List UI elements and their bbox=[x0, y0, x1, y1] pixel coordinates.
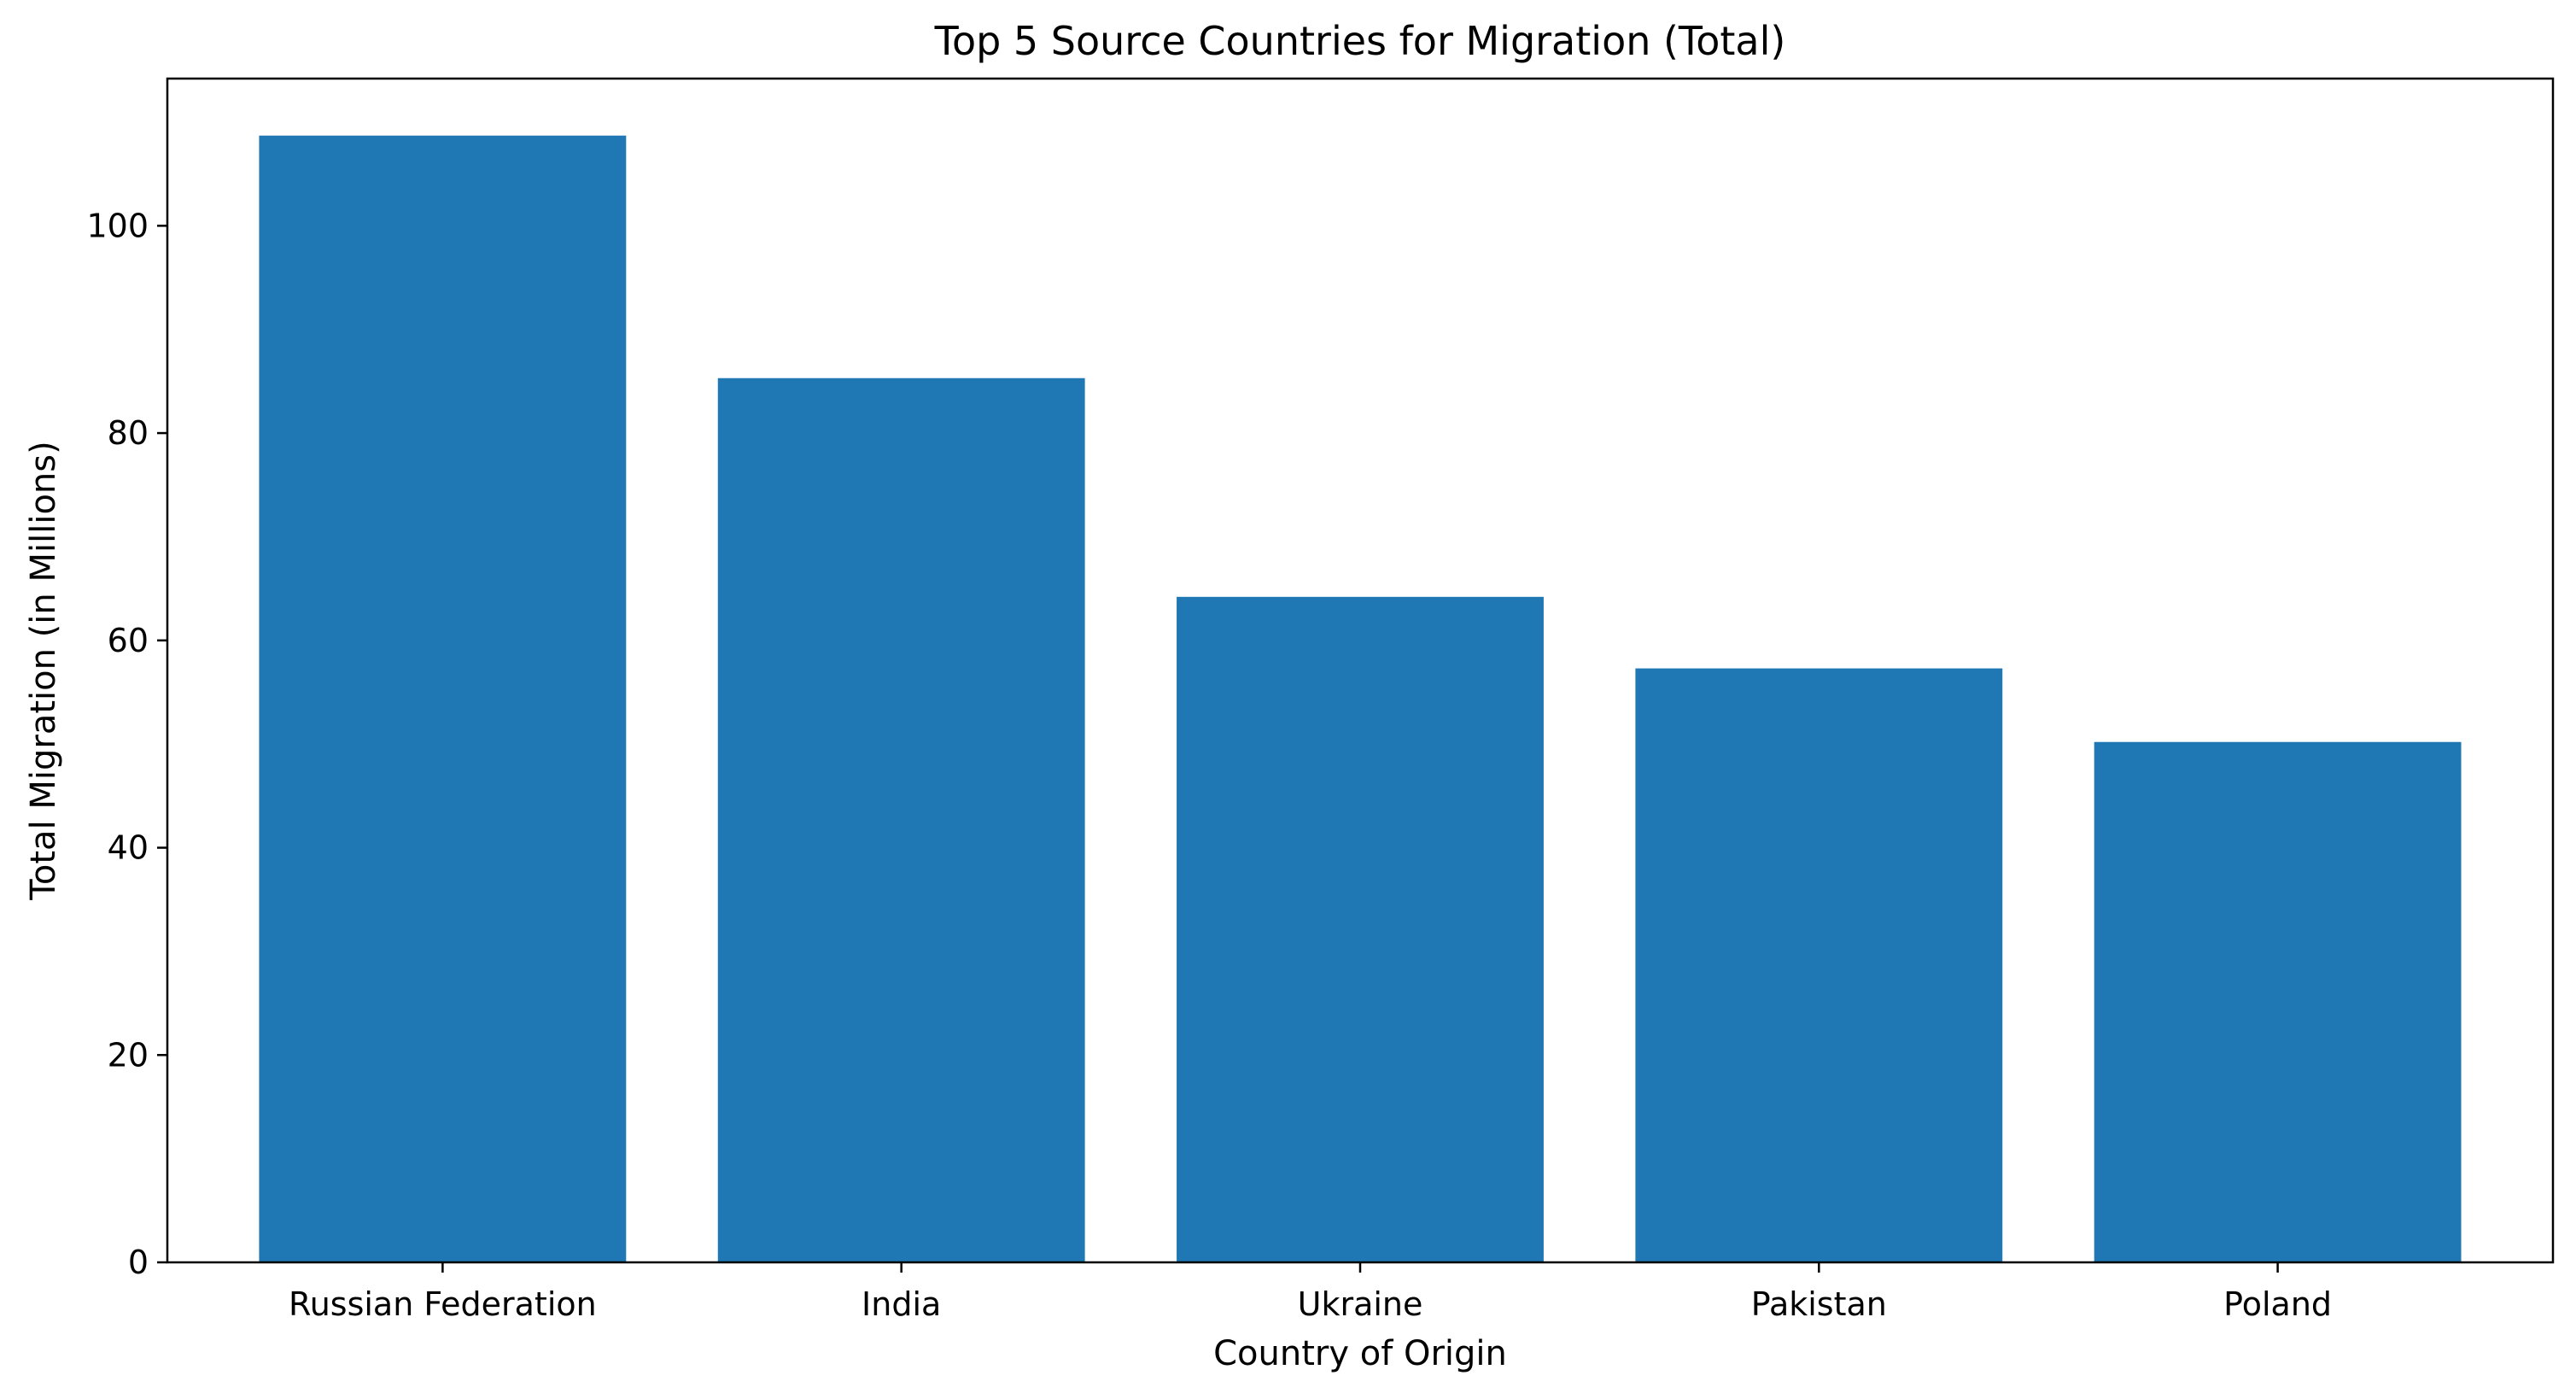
y-tick-label: 100 bbox=[86, 207, 149, 244]
bar-pakistan bbox=[1635, 668, 2003, 1262]
bar-india bbox=[717, 378, 1085, 1262]
x-tick-label: India bbox=[862, 1285, 941, 1323]
bar-ukraine bbox=[1177, 596, 1544, 1262]
x-tick-label: Ukraine bbox=[1298, 1285, 1423, 1323]
x-axis-ticks: Russian Federation India Ukraine Pakistan Po… bbox=[289, 1262, 2332, 1323]
x-tick-label: Russian Federation bbox=[289, 1285, 597, 1323]
x-tick-label: Poland bbox=[2223, 1285, 2332, 1323]
y-tick-label: 80 bbox=[108, 414, 149, 452]
bar-poland bbox=[2094, 741, 2462, 1262]
bar-russian-federation bbox=[259, 135, 627, 1262]
y-tick-label: 40 bbox=[108, 829, 149, 867]
x-axis-label: Country of Origin bbox=[1213, 1334, 1507, 1373]
y-axis-label: Total Migration (in Millions) bbox=[24, 441, 63, 900]
bars bbox=[259, 135, 2462, 1262]
y-axis-ticks: 0 20 40 60 80 100 bbox=[86, 207, 167, 1281]
y-tick-label: 20 bbox=[108, 1036, 149, 1074]
chart-title: Top 5 Source Countries for Migration (To… bbox=[934, 18, 1786, 64]
y-tick-label: 0 bbox=[128, 1244, 149, 1281]
x-tick-label: Pakistan bbox=[1751, 1285, 1887, 1323]
y-tick-label: 60 bbox=[108, 622, 149, 659]
